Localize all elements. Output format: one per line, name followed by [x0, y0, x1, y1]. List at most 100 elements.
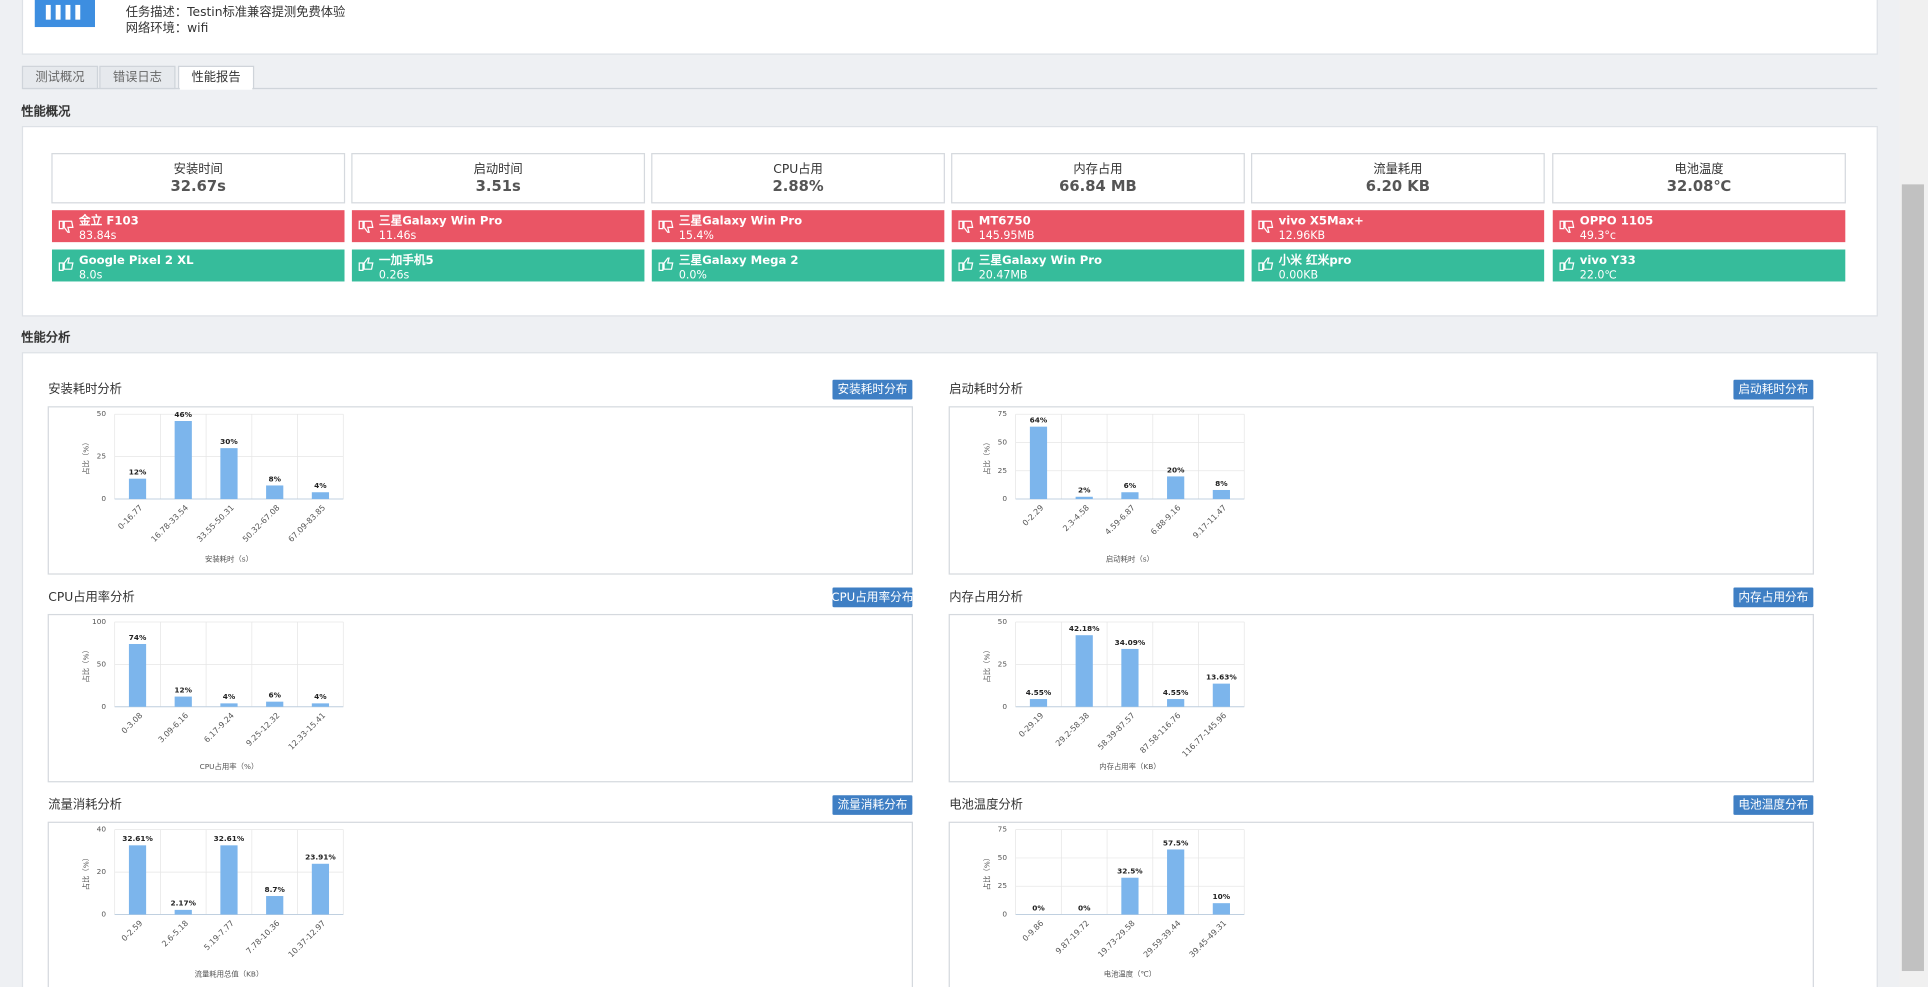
chart-button-label[interactable]: 流量消耗分布 — [837, 798, 907, 812]
best-device-name: 三星Galaxy Win Pro — [979, 253, 1102, 267]
best-device-bar — [51, 249, 345, 282]
value-label: 8.7% — [264, 885, 285, 894]
worst-device-bar — [651, 210, 945, 243]
thumb-icon — [658, 257, 674, 272]
value-label: 30% — [220, 437, 238, 446]
bar — [1167, 699, 1185, 707]
metric-value: 66.84 MB — [1059, 178, 1137, 195]
bar — [1167, 849, 1185, 915]
metric-value: 6.20 KB — [1366, 178, 1430, 195]
y-axis-title: 占比（%） — [982, 646, 991, 682]
value-label: 4% — [314, 692, 327, 701]
chart-button-label[interactable]: 电池温度分布 — [1738, 798, 1808, 812]
value-label: 74% — [129, 633, 147, 642]
thumb-icon — [358, 257, 374, 272]
metric-card — [951, 153, 1245, 204]
tab-label[interactable]: 错误日志 — [113, 70, 162, 84]
chart-button-label[interactable]: 安装耗时分布 — [837, 382, 907, 396]
chart-button[interactable] — [832, 379, 913, 400]
x-axis-title: CPU占用率（%） — [200, 762, 259, 771]
best-device-value: 0.0% — [679, 268, 707, 281]
tab[interactable] — [99, 65, 176, 90]
y-tick-label: 25 — [998, 466, 1008, 475]
logo-bar — [65, 4, 71, 20]
tab-label[interactable]: 性能报告 — [192, 69, 241, 84]
value-label: 32.5% — [1117, 867, 1143, 876]
worst-device-name: OPPO 1105 — [1580, 214, 1653, 228]
bar — [1212, 683, 1230, 707]
worst-device-value: 12.96KB — [1279, 229, 1325, 242]
value-label: 4.55% — [1163, 688, 1189, 697]
best-device-bar — [1251, 249, 1545, 282]
header-panel — [21, 0, 1878, 55]
chart-button-label[interactable]: CPU占用率分布 — [831, 590, 913, 604]
best-device-name: 小米 红米pro — [1278, 253, 1352, 267]
chart-button-label[interactable]: 启动耗时分布 — [1738, 382, 1808, 396]
metric-label: 内存占用 — [1073, 161, 1122, 176]
chart-button[interactable] — [832, 795, 913, 815]
metric-label: 启动时间 — [474, 162, 523, 176]
chart-button[interactable] — [1733, 795, 1814, 815]
chart-button[interactable] — [832, 587, 913, 608]
value-label: 20% — [1167, 465, 1185, 474]
value-label: 46% — [174, 410, 192, 419]
value-label: 4% — [314, 481, 327, 490]
y-tick-label: 0 — [1002, 909, 1007, 918]
metric-card — [351, 153, 646, 204]
worst-device-name: 三星Galaxy Win Pro — [379, 214, 502, 228]
value-label: 8% — [1215, 479, 1228, 488]
y-tick-label: 0 — [101, 702, 106, 711]
chart-button[interactable] — [1733, 587, 1814, 608]
y-axis-title: 占比（%） — [982, 854, 991, 890]
metric-label: 电池温度 — [1674, 161, 1723, 176]
value-label: 2% — [1078, 486, 1091, 495]
metric-label: CPU占用 — [773, 161, 823, 176]
bar — [311, 863, 330, 915]
value-label: 34.09% — [1115, 638, 1146, 647]
bar — [174, 421, 192, 500]
y-tick-label: 25 — [998, 881, 1008, 890]
app-logo — [34, 0, 95, 28]
best-device-bar — [651, 249, 945, 282]
scrollbar-thumb[interactable] — [1901, 184, 1924, 972]
y-tick-label: 25 — [998, 659, 1008, 668]
value-label: 32.61% — [122, 834, 153, 843]
worst-device-bar — [351, 210, 645, 243]
y-tick-label: 40 — [97, 825, 107, 834]
metric-card — [651, 153, 945, 204]
best-device-value: 20.47MB — [979, 268, 1028, 281]
tab[interactable] — [21, 65, 99, 90]
logo-bar — [55, 4, 61, 20]
bar — [220, 703, 238, 707]
tab-cover — [179, 87, 253, 90]
value-label: 2.17% — [170, 899, 196, 908]
chart-button[interactable] — [1733, 379, 1814, 400]
thumb-icon — [58, 220, 74, 233]
tab-label[interactable]: 测试概况 — [35, 69, 84, 84]
best-device-bar — [1552, 249, 1846, 282]
x-axis-title: 启动耗时（s） — [1106, 554, 1154, 563]
chart-title: CPU占用率分析 — [48, 589, 134, 604]
chart-button-label[interactable]: 内存占用分布 — [1738, 590, 1808, 604]
y-tick-label: 50 — [97, 409, 107, 418]
metric-card — [1552, 153, 1846, 204]
y-tick-label: 100 — [92, 617, 106, 626]
bar — [1121, 492, 1139, 500]
value-label: 6% — [1124, 481, 1137, 490]
y-tick-label: 50 — [998, 853, 1008, 862]
y-tick-label: 0 — [101, 494, 106, 503]
best-device-value: 0.00KB — [1279, 268, 1318, 281]
thumb-icon — [658, 220, 674, 233]
bar — [128, 478, 147, 500]
x-axis-title: 内存占用率（KB） — [1099, 762, 1160, 771]
value-label: 4% — [223, 692, 236, 701]
value-label: 12% — [174, 685, 192, 694]
section-title: 性能分析 — [21, 330, 70, 345]
best-device-value: 0.26s — [379, 268, 410, 281]
value-label: 8% — [268, 474, 281, 483]
worst-device-bar — [51, 210, 345, 243]
bar — [266, 701, 284, 707]
task-description: 任务描述：Testin标准兼容提测免费体验 — [126, 4, 346, 19]
y-tick-label: 25 — [97, 452, 107, 461]
